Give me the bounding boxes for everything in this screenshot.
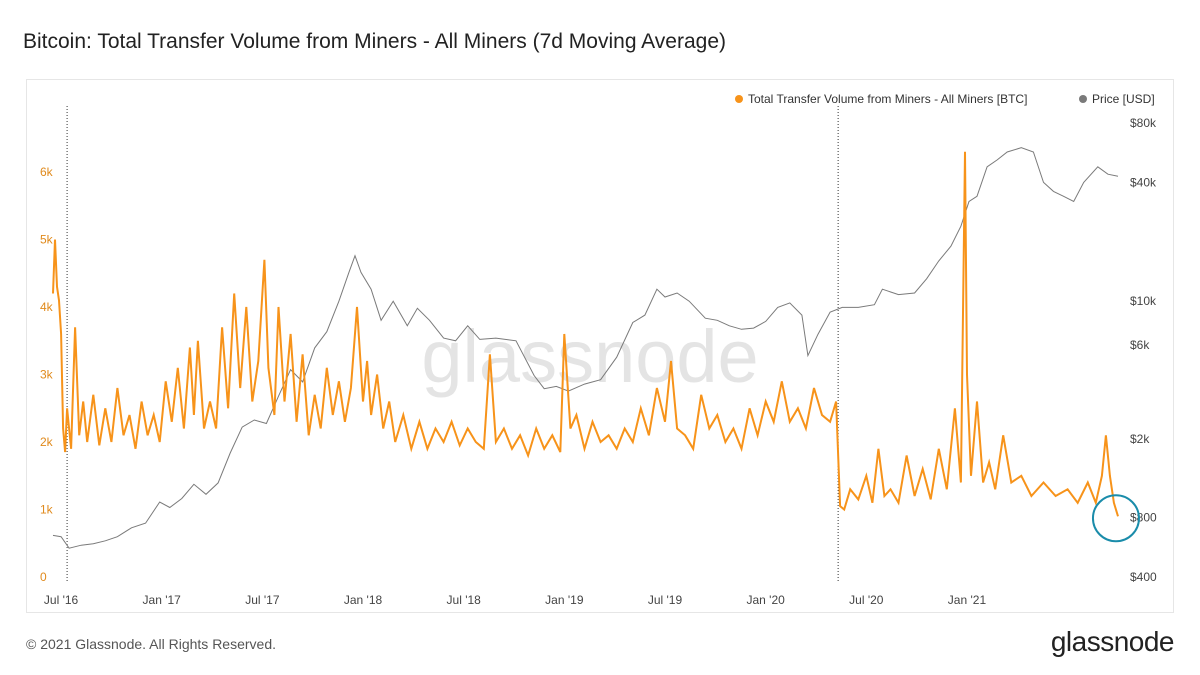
x-tick-label: Jan '19 xyxy=(545,593,584,607)
y-right-tick-label: $400 xyxy=(1130,570,1157,584)
x-tick-label: Jan '20 xyxy=(746,593,785,607)
x-tick-label: Jan '17 xyxy=(143,593,182,607)
x-tick-label: Jul '19 xyxy=(648,593,683,607)
legend-dot-price xyxy=(1079,95,1087,103)
y-left-tick-label: 6k xyxy=(40,165,54,179)
chart-title: Bitcoin: Total Transfer Volume from Mine… xyxy=(23,30,727,53)
legend: Total Transfer Volume from Miners - All … xyxy=(735,92,1155,106)
volume-series-line xyxy=(52,151,1119,517)
legend-dot-volume xyxy=(735,95,743,103)
y-right-tick-label: $10k xyxy=(1130,294,1157,308)
legend-label-volume: Total Transfer Volume from Miners - All … xyxy=(748,92,1027,106)
legend-label-price: Price [USD] xyxy=(1092,92,1155,106)
y-right-tick-label: $40k xyxy=(1130,175,1157,189)
x-tick-label: Jan '21 xyxy=(948,593,987,607)
x-tick-label: Jul '17 xyxy=(245,593,280,607)
copyright-footer: © 2021 Glassnode. All Rights Reserved. xyxy=(26,636,277,652)
y-left-tick-label: 0 xyxy=(40,570,47,584)
y-left-tick-label: 2k xyxy=(40,435,54,449)
y-right-tick-label: $6k xyxy=(1130,338,1150,352)
y-left-tick-label: 3k xyxy=(40,368,54,382)
y-right-tick-label: $800 xyxy=(1130,511,1157,525)
chart-frame xyxy=(26,79,1174,613)
x-tick-label: Jan '18 xyxy=(344,593,383,607)
y-left-tick-label: 5k xyxy=(40,233,54,247)
glassnode-logo: glassnode xyxy=(1050,626,1175,657)
price-series-line xyxy=(52,147,1119,549)
x-tick-label: Jul '18 xyxy=(447,593,482,607)
y-right-tick-label: $2k xyxy=(1130,432,1150,446)
y-left-tick-label: 1k xyxy=(40,503,54,517)
x-tick-label: Jul '16 xyxy=(44,593,79,607)
x-tick-label: Jul '20 xyxy=(849,593,884,607)
y-left-tick-label: 4k xyxy=(40,300,54,314)
y-right-tick-label: $80k xyxy=(1130,116,1157,130)
watermark-text: glassnode xyxy=(421,315,758,398)
highlight-circle xyxy=(1091,494,1140,543)
